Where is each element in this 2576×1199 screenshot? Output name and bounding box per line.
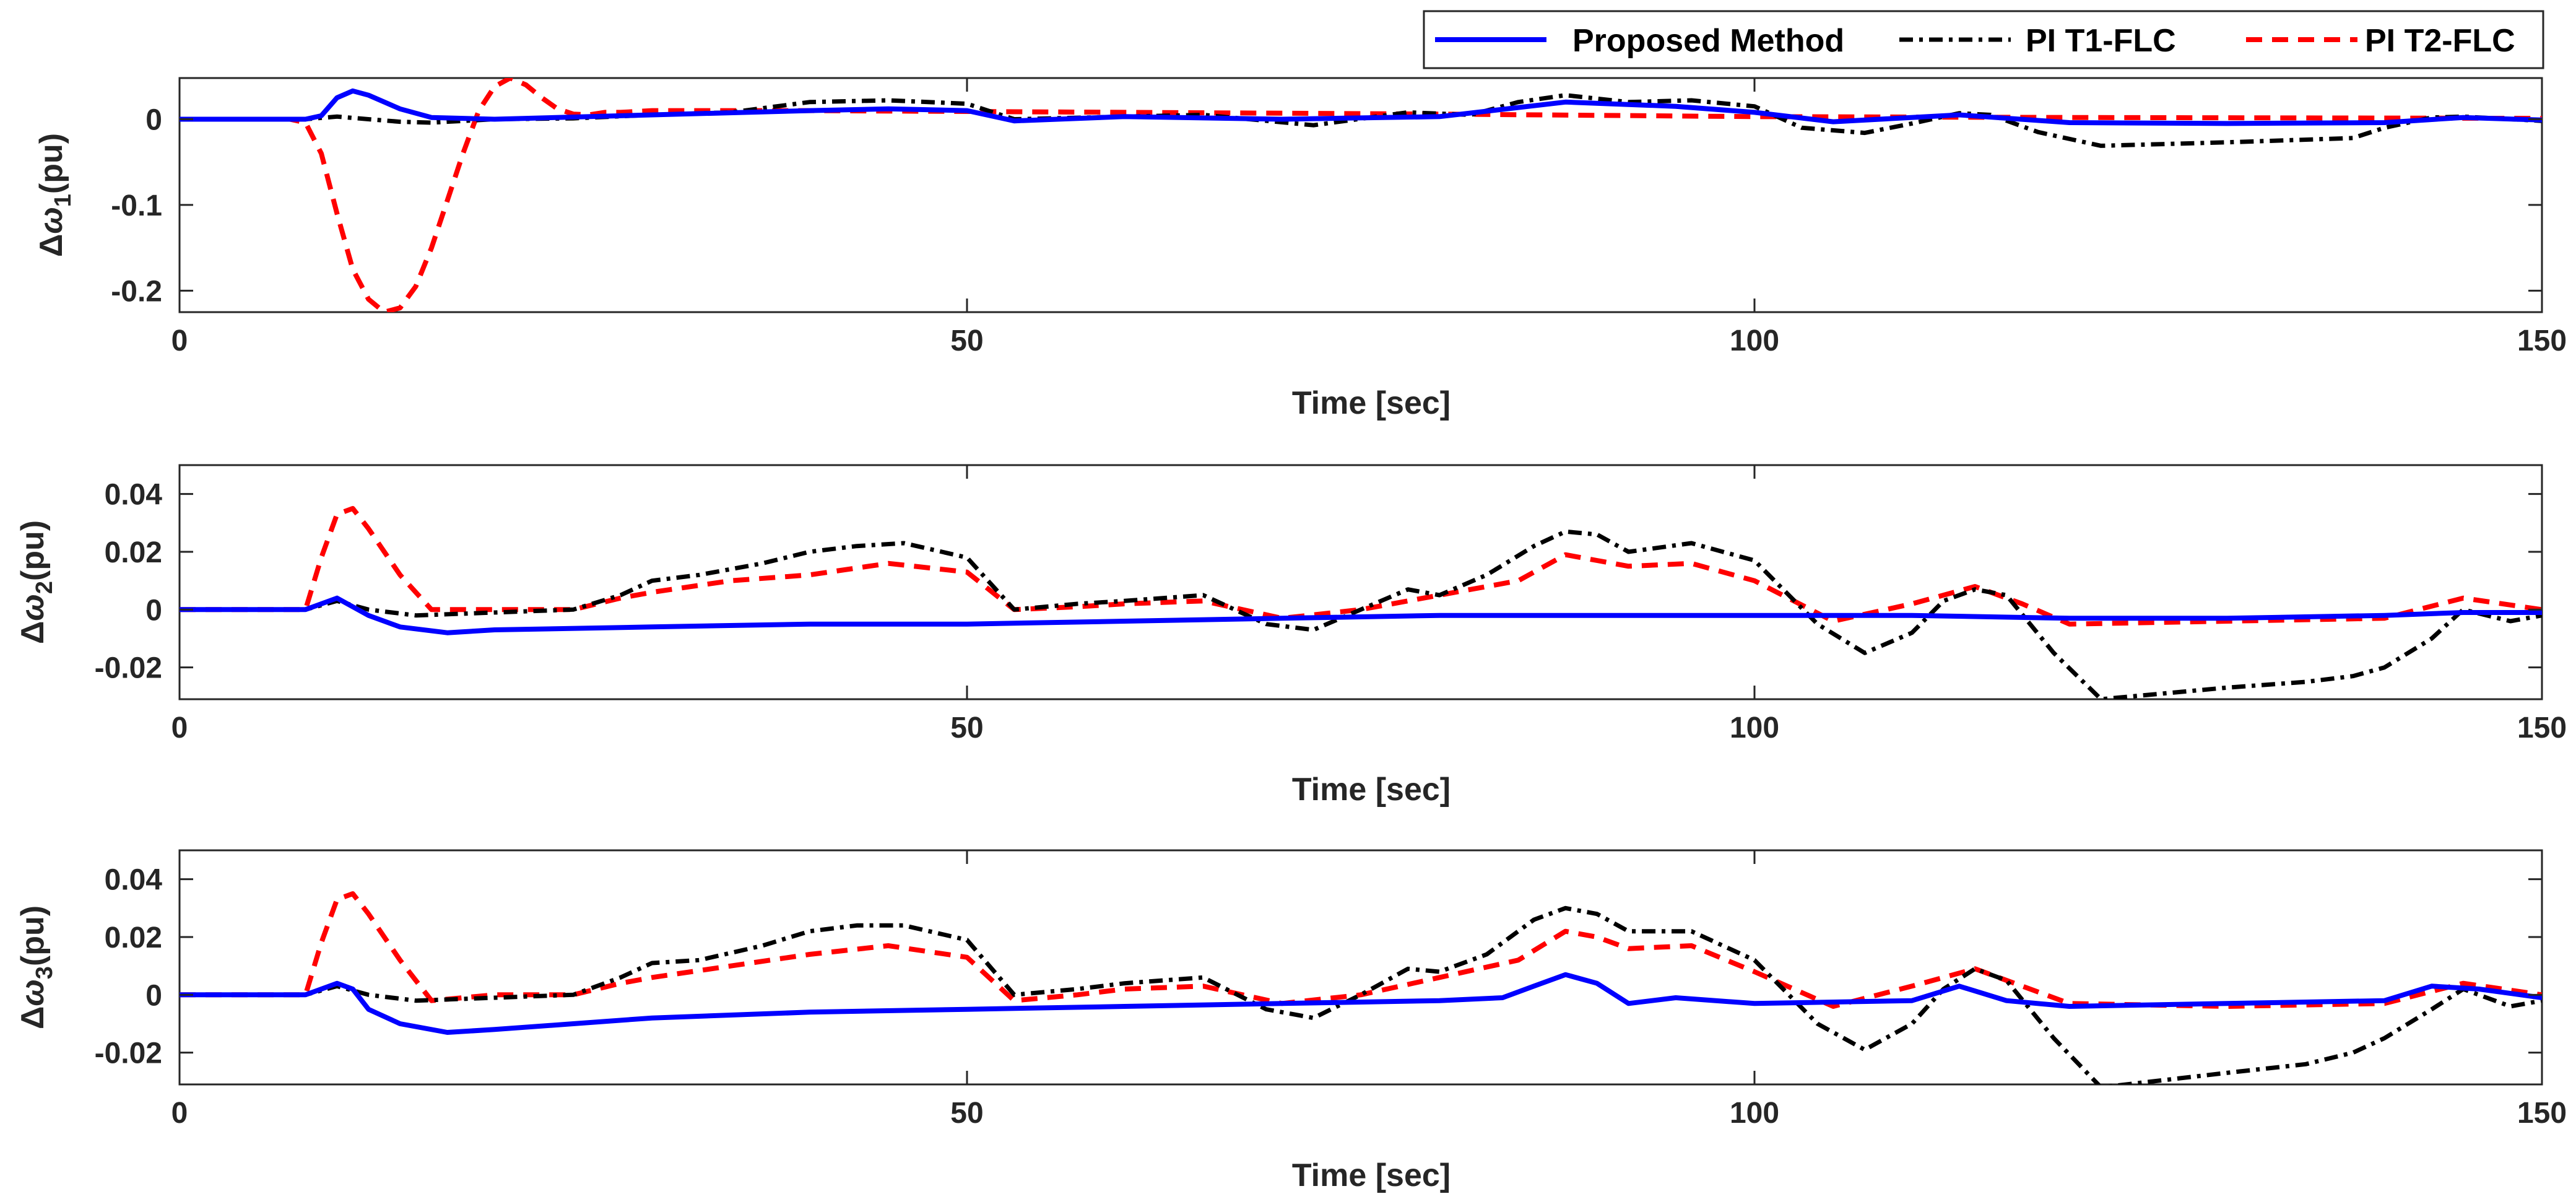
panel-2-ytick-label: -0.02 [95,652,162,685]
panel-3-ytick-label: 0.02 [105,922,162,954]
panel-3-plot-area [180,891,2542,1084]
panel-1-ylabel: Δω1(pu) [33,133,76,257]
legend-label-proposed: Proposed Method [1572,23,1844,59]
panel-1-ytick-label: -0.2 [111,275,162,308]
panel-3-ytick-label: 0.04 [105,864,163,897]
panel-3-series-pi-t2-flc [180,891,2542,1009]
panel-1-series-pi-t2-flc [180,78,2542,312]
panel-1-xtick-label: 0 [171,325,188,357]
panel-3-xtick-label: 50 [950,1097,983,1130]
panel-2-xtick-label: 100 [1730,712,1779,744]
panel-1-ticks: 0 50 100 150 0 -0.1 -0.2 [111,78,2567,357]
panel-2-xtick-label: 0 [171,712,188,744]
panel-3-ytick-label: -0.02 [95,1037,162,1070]
panel-2-ytick-label: 0 [145,594,162,627]
panel-3-xtick-label: 100 [1730,1097,1779,1130]
panel-2-xtick-label: 150 [2517,712,2567,744]
panel-1: 0 50 100 150 0 -0.1 -0.2 Time [sec] Δω1(pu) [33,77,2567,421]
panel-1-series-pi-t1-flc [180,93,2542,148]
panel-1-xlabel: Time [sec] [1292,385,1451,421]
panel-3-series-pi-t1-flc [180,905,2542,1084]
panel-1-xtick-label: 150 [2517,325,2567,357]
legend: Proposed Method PI T1-FLC PI T2-FLC [1423,10,2544,69]
legend-label-pi-t1-flc: PI T1-FLC [2026,23,2176,59]
panel-2-series-pi-t2-flc [180,506,2542,627]
panel-1-ytick-label: 0 [145,103,162,136]
panel-3-ytick-label: 0 [145,979,162,1012]
panel-2-ylabel: Δω2(pu) [15,520,58,644]
panel-3: 0 50 100 150 0.04 0.02 0 -0.02 Time [sec] Δω3(p… [15,849,2567,1193]
panel-2-frame [178,464,2543,700]
panel-3-ylabel: Δω3(pu) [15,905,58,1029]
panel-3-xlabel: Time [sec] [1292,1158,1451,1193]
panel-2-ytick-label: 0.04 [105,479,163,512]
panel-3-ticks: 0 50 100 150 0.04 0.02 0 -0.02 [95,850,2567,1130]
panel-3-series-proposed-method [180,972,2542,1035]
panel-1-xtick-label: 50 [950,325,983,357]
panel-2-plot-area [180,506,2542,699]
panel-2: 0 50 100 150 0.04 0.02 0 -0.02 Time [sec] Δω2(p… [15,464,2567,808]
panel-2-series-pi-t1-flc [180,529,2542,699]
panel-2-ticks: 0 50 100 150 0.04 0.02 0 -0.02 [95,465,2567,744]
panel-2-ytick-label: 0.02 [105,536,162,569]
panel-3-xtick-label: 150 [2517,1097,2567,1130]
legend-label-pi-t2-flc: PI T2-FLC [2365,23,2515,59]
panel-2-xlabel: Time [sec] [1292,772,1451,808]
panel-1-xtick-label: 100 [1730,325,1779,357]
panel-1-frame [178,77,2543,313]
panel-1-plot-area [180,78,2542,312]
panel-3-xtick-label: 0 [171,1097,188,1130]
panel-1-series-proposed-method [180,88,2542,126]
panel-2-xtick-label: 50 [950,712,983,744]
panel-2-series-proposed-method [180,595,2542,635]
panel-1-ytick-label: -0.1 [111,190,162,222]
panel-3-frame [178,849,2543,1086]
